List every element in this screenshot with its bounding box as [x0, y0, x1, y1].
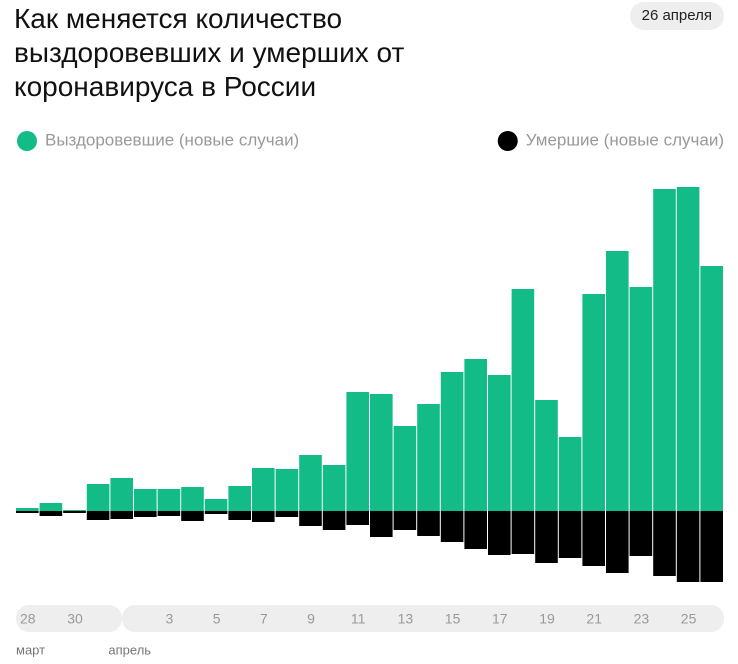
bar	[299, 455, 322, 511]
bar	[228, 486, 251, 511]
bar	[110, 478, 133, 511]
legend-swatch	[497, 131, 518, 151]
bar	[346, 392, 369, 511]
bar	[558, 437, 582, 511]
bar	[700, 266, 723, 511]
x-tick-label: 23	[634, 611, 650, 627]
month-label: апрель	[108, 642, 151, 657]
bar	[157, 511, 181, 516]
bar	[393, 426, 417, 511]
bar	[275, 469, 299, 511]
bar	[464, 359, 487, 511]
bar	[417, 511, 440, 536]
bar	[252, 468, 275, 511]
bar	[322, 465, 346, 511]
x-tick-label: 30	[67, 611, 83, 627]
bar	[440, 372, 464, 511]
x-tick-label: 13	[398, 611, 414, 627]
bar	[134, 489, 157, 511]
bar	[86, 511, 110, 520]
bar	[346, 511, 369, 525]
bar	[252, 511, 275, 522]
bar	[322, 511, 346, 530]
bar	[16, 511, 39, 513]
bar	[488, 511, 511, 555]
bar	[558, 511, 582, 558]
bar	[299, 511, 322, 526]
x-tick-label: 21	[586, 611, 602, 627]
x-tick-label: 17	[492, 611, 508, 627]
bar	[157, 489, 181, 511]
x-tick-label: 9	[307, 611, 315, 627]
legend-swatch	[17, 131, 37, 151]
bar	[204, 511, 228, 514]
bar	[440, 511, 464, 542]
bar	[228, 511, 251, 520]
bar	[63, 511, 86, 513]
bar	[511, 511, 535, 554]
legend-label: Умершие (новые случаи)	[526, 130, 724, 149]
month-label: март	[16, 642, 45, 657]
bar	[134, 511, 157, 517]
date-badge: 26 апреля	[629, 2, 724, 30]
x-tick-label: 5	[213, 611, 221, 627]
bar	[511, 289, 535, 511]
legend-label: Выздоровевшие (новые случаи)	[45, 130, 299, 149]
month-strip	[122, 605, 724, 632]
x-tick-label: 7	[260, 611, 268, 627]
bar	[582, 294, 605, 511]
bar	[676, 187, 700, 511]
bar	[464, 511, 487, 549]
bar	[370, 394, 393, 511]
month-strip	[16, 605, 122, 632]
bar	[393, 511, 417, 530]
bar	[204, 499, 228, 511]
bar	[63, 510, 86, 511]
bar	[275, 511, 299, 517]
x-tick-label: 3	[166, 611, 174, 627]
x-tick-label: 25	[681, 611, 697, 627]
x-tick-label: 19	[539, 611, 555, 627]
x-tick-label: 28	[20, 611, 36, 627]
bar	[653, 189, 676, 511]
chart-title: Как меняется количество выздоровевших и …	[14, 3, 405, 102]
x-tick-label: 15	[445, 611, 461, 627]
x-tick-label: 11	[351, 611, 366, 627]
bar	[535, 511, 558, 563]
bar	[417, 404, 440, 511]
bar	[606, 511, 629, 573]
bar	[39, 503, 63, 511]
bar	[606, 251, 629, 511]
bar	[582, 511, 605, 566]
bar	[676, 511, 700, 582]
bar	[86, 484, 110, 511]
bar	[16, 508, 39, 511]
bar	[629, 511, 653, 556]
bar	[700, 511, 723, 582]
bar	[370, 511, 393, 537]
bar	[181, 487, 204, 511]
bar	[181, 511, 204, 521]
bar	[629, 287, 653, 511]
bar	[488, 375, 511, 511]
bar	[39, 511, 63, 516]
bar	[653, 511, 676, 576]
bar	[110, 511, 133, 519]
bar	[535, 400, 558, 511]
